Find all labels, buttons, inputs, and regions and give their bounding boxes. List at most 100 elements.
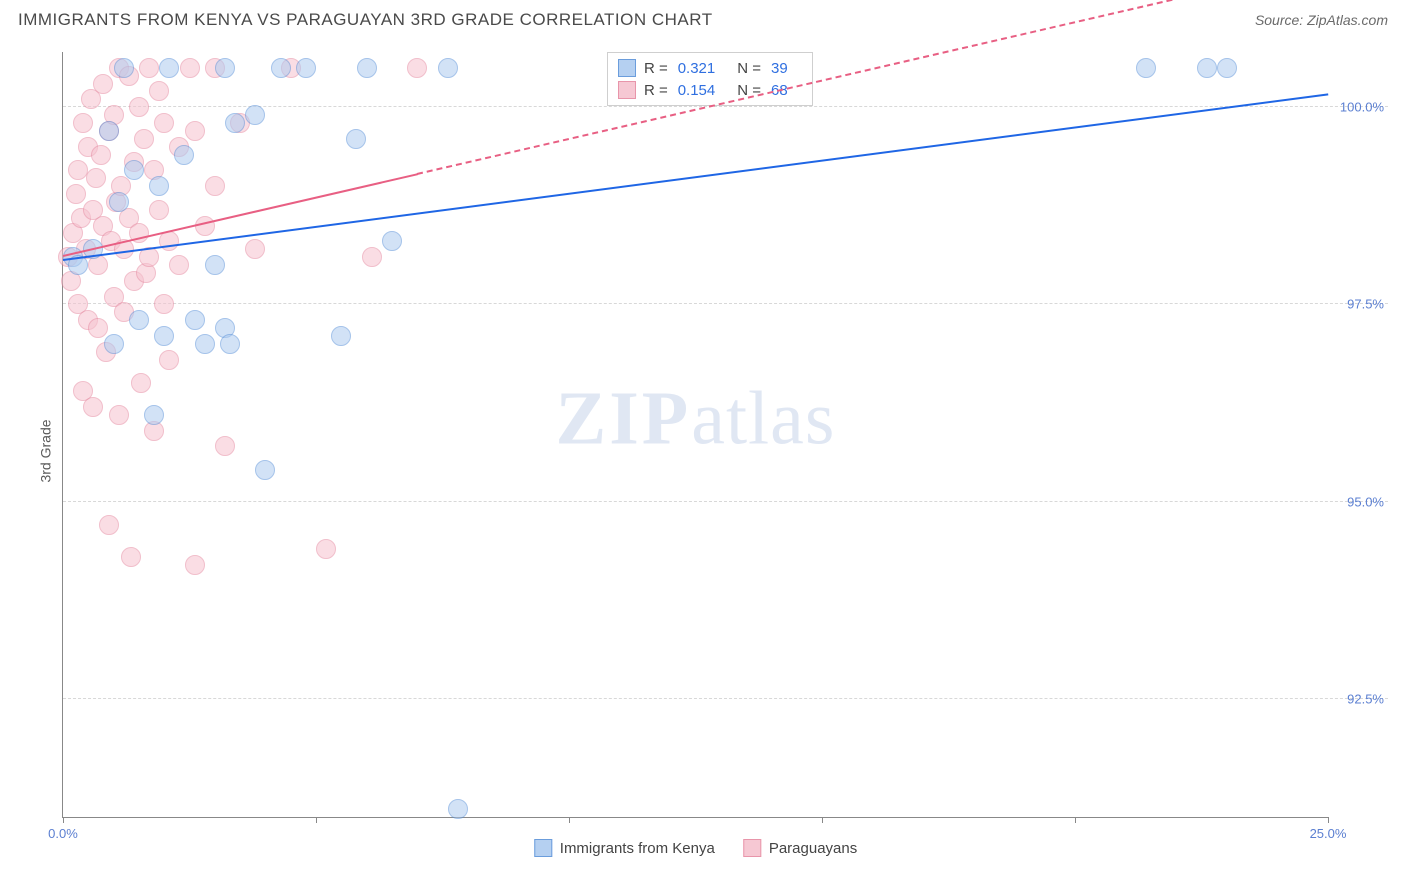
scatter-point-kenya (1217, 58, 1237, 78)
scatter-point-kenya (174, 145, 194, 165)
scatter-point-paraguay (99, 515, 119, 535)
x-tick (569, 817, 570, 823)
scatter-point-kenya (296, 58, 316, 78)
source-prefix: Source: (1255, 12, 1307, 28)
scatter-point-paraguay (159, 231, 179, 251)
scatter-point-kenya (154, 326, 174, 346)
correlation-legend: R = 0.321 N = 39 R = 0.154 N = 68 (607, 52, 813, 106)
scatter-point-kenya (185, 310, 205, 330)
scatter-point-kenya (220, 334, 240, 354)
x-tick (822, 817, 823, 823)
scatter-point-paraguay (245, 239, 265, 259)
scatter-point-kenya (225, 113, 245, 133)
scatter-point-kenya (438, 58, 458, 78)
n-value-kenya: 39 (771, 60, 788, 77)
source-attribution: Source: ZipAtlas.com (1255, 12, 1388, 28)
scatter-point-kenya (215, 58, 235, 78)
series-label-kenya: Immigrants from Kenya (560, 840, 715, 857)
scatter-point-paraguay (149, 81, 169, 101)
scatter-point-kenya (114, 58, 134, 78)
x-tick (1328, 817, 1329, 823)
scatter-point-paraguay (86, 168, 106, 188)
y-tick-label: 100.0% (1340, 100, 1384, 115)
r-label: R = (644, 82, 668, 99)
scatter-point-paraguay (131, 373, 151, 393)
scatter-point-kenya (104, 334, 124, 354)
legend-row-kenya: R = 0.321 N = 39 (618, 57, 802, 79)
scatter-point-kenya (195, 334, 215, 354)
y-axis-label: 3rd Grade (38, 419, 54, 482)
source-name: ZipAtlas.com (1307, 12, 1388, 28)
scatter-point-kenya (149, 176, 169, 196)
x-tick (316, 817, 317, 823)
scatter-point-paraguay (134, 129, 154, 149)
scatter-point-paraguay (129, 97, 149, 117)
legend-item-kenya: Immigrants from Kenya (534, 839, 715, 857)
r-label: R = (644, 60, 668, 77)
scatter-point-paraguay (83, 397, 103, 417)
scatter-point-kenya (357, 58, 377, 78)
scatter-point-paraguay (180, 58, 200, 78)
watermark: ZIPatlas (556, 376, 836, 463)
scatter-point-kenya (99, 121, 119, 141)
scatter-point-kenya (1197, 58, 1217, 78)
r-value-paraguay: 0.154 (678, 82, 716, 99)
scatter-point-kenya (109, 192, 129, 212)
gridline-h (63, 698, 1388, 699)
legend-item-paraguay: Paraguayans (743, 839, 857, 857)
scatter-point-kenya (124, 160, 144, 180)
y-tick-label: 92.5% (1347, 691, 1384, 706)
chart-title: IMMIGRANTS FROM KENYA VS PARAGUAYAN 3RD … (18, 10, 713, 30)
scatter-point-paraguay (109, 405, 129, 425)
scatter-point-paraguay (154, 113, 174, 133)
scatter-point-paraguay (149, 200, 169, 220)
scatter-point-kenya (159, 58, 179, 78)
scatter-point-kenya (271, 58, 291, 78)
r-value-kenya: 0.321 (678, 60, 716, 77)
x-tick (1075, 817, 1076, 823)
series-label-paraguay: Paraguayans (769, 840, 857, 857)
x-tick-label: 0.0% (48, 826, 78, 841)
x-tick (63, 817, 64, 823)
scatter-point-kenya (255, 460, 275, 480)
swatch-paraguay (618, 81, 636, 99)
chart-header: IMMIGRANTS FROM KENYA VS PARAGUAYAN 3RD … (0, 0, 1406, 34)
scatter-point-paraguay (316, 539, 336, 559)
watermark-atlas: atlas (691, 377, 835, 461)
scatter-point-kenya (129, 310, 149, 330)
scatter-point-paraguay (185, 555, 205, 575)
scatter-point-paraguay (169, 255, 189, 275)
scatter-point-kenya (448, 799, 468, 819)
scatter-point-kenya (144, 405, 164, 425)
scatter-point-paraguay (154, 294, 174, 314)
n-label: N = (737, 60, 761, 77)
scatter-point-paraguay (88, 318, 108, 338)
scatter-point-paraguay (66, 184, 86, 204)
scatter-point-paraguay (73, 113, 93, 133)
gridline-h (63, 501, 1388, 502)
scatter-point-paraguay (91, 145, 111, 165)
x-tick-label: 25.0% (1310, 826, 1347, 841)
series-legend: Immigrants from Kenya Paraguayans (534, 839, 857, 857)
scatter-point-paraguay (205, 176, 225, 196)
y-tick-label: 97.5% (1347, 297, 1384, 312)
scatter-point-paraguay (139, 58, 159, 78)
scatter-point-paraguay (215, 436, 235, 456)
swatch-kenya (534, 839, 552, 857)
swatch-paraguay (743, 839, 761, 857)
y-tick-label: 95.0% (1347, 494, 1384, 509)
scatter-point-kenya (1136, 58, 1156, 78)
swatch-kenya (618, 59, 636, 77)
scatter-point-paraguay (362, 247, 382, 267)
scatter-point-paraguay (121, 547, 141, 567)
scatter-point-paraguay (185, 121, 205, 141)
scatter-point-kenya (346, 129, 366, 149)
scatter-point-kenya (382, 231, 402, 251)
watermark-zip: ZIP (556, 377, 692, 461)
gridline-h (63, 303, 1388, 304)
scatter-point-paraguay (93, 74, 113, 94)
plot-area: ZIPatlas R = 0.321 N = 39 R = 0.154 N = … (62, 52, 1328, 818)
chart-container: 3rd Grade ZIPatlas R = 0.321 N = 39 R = … (18, 40, 1388, 862)
scatter-point-paraguay (159, 350, 179, 370)
scatter-point-kenya (245, 105, 265, 125)
